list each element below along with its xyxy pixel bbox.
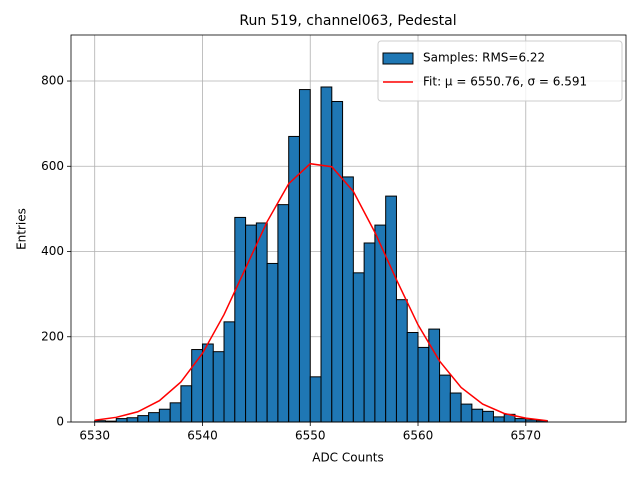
bar — [148, 412, 160, 423]
bar — [417, 346, 430, 423]
bar — [137, 415, 150, 423]
bar — [374, 224, 387, 423]
x-tick-label: 6530 — [79, 429, 110, 443]
x-tick-label: 6570 — [511, 429, 542, 443]
x-axis-label: ADC Counts — [312, 451, 384, 465]
bar — [331, 100, 344, 423]
bar — [395, 299, 408, 423]
bar — [201, 343, 214, 423]
bar — [460, 403, 473, 423]
legend-label: Samples: RMS=6.22 — [423, 51, 545, 65]
bar — [169, 402, 182, 423]
x-tick-label: 6550 — [295, 429, 326, 443]
axes-frame — [70, 34, 627, 423]
bar — [245, 224, 257, 423]
bar — [492, 416, 505, 423]
bar — [212, 351, 225, 423]
chart-title: Run 519, channel063, Pedestal — [239, 13, 456, 29]
legend: Samples: RMS=6.22 Fit: μ = 6550.76, σ = 6… — [377, 40, 623, 102]
bar — [298, 89, 311, 423]
bar — [115, 418, 128, 423]
bar — [385, 195, 397, 423]
bar — [158, 408, 171, 423]
bar — [277, 204, 290, 423]
legend-swatch — [382, 52, 414, 65]
bar — [406, 331, 419, 423]
y-tick-label: 0 — [56, 415, 64, 429]
bar — [352, 272, 365, 423]
y-tick-label: 800 — [41, 74, 64, 88]
fit-line — [94, 162, 548, 422]
bar — [320, 86, 333, 423]
bar — [482, 410, 494, 423]
bar — [514, 418, 527, 423]
y-tick-label: 200 — [41, 329, 64, 343]
legend-box — [377, 40, 623, 102]
bar — [428, 328, 441, 423]
plot-area — [94, 86, 548, 423]
bar — [234, 216, 247, 423]
bar — [471, 408, 484, 423]
y-axis-label: Entries — [15, 208, 29, 250]
y-tick-label: 400 — [41, 244, 64, 258]
bar — [126, 417, 139, 423]
bar — [449, 392, 462, 423]
bar — [255, 222, 268, 423]
x-tick-label: 6540 — [187, 429, 218, 443]
bar — [180, 385, 193, 423]
bar — [342, 176, 354, 423]
bar — [309, 376, 322, 423]
bar — [363, 242, 376, 423]
legend-label: Fit: μ = 6550.76, σ = 6.591 — [423, 75, 587, 89]
bar — [439, 374, 451, 423]
x-tick-label: 6560 — [403, 429, 434, 443]
bar — [266, 262, 279, 423]
bar — [223, 321, 236, 423]
y-tick-label: 600 — [41, 159, 64, 173]
